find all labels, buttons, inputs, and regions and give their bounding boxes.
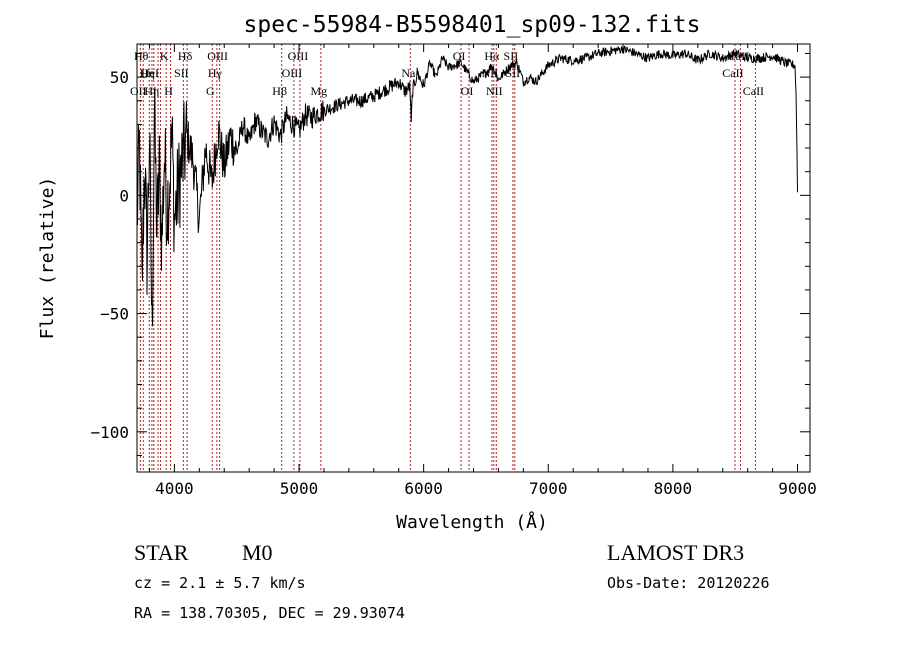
x-tick-label: 7000 <box>529 479 568 498</box>
y-tick-label: 0 <box>119 186 129 205</box>
line-marker-label: SII <box>174 66 189 80</box>
line-marker-label: OI <box>453 49 466 63</box>
line-marker-label: Mg <box>310 84 327 98</box>
line-marker-labels: OIIHθHηHeIHηKHSIIHδGHγOIIIHβOIIIOIIIMgNa… <box>130 49 764 98</box>
x-axis-ticks: 4000 5000 6000 7000 8000 9000 <box>148 44 817 498</box>
object-subclass: M0 <box>242 540 273 565</box>
line-marker-label: OII <box>130 84 147 98</box>
object-class: STAR <box>134 540 189 565</box>
coordinates-text: RA = 138.70305, DEC = 29.93074 <box>134 604 405 622</box>
line-marker-label: Hη <box>144 84 159 98</box>
x-tick-label: 5000 <box>280 479 319 498</box>
line-marker-label: NII <box>486 84 503 98</box>
y-axis-label: Flux (relative) <box>37 177 58 340</box>
line-marker-label: K <box>160 49 169 63</box>
x-tick-label: 9000 <box>778 479 817 498</box>
line-marker-label: G <box>206 84 215 98</box>
line-marker-label: OIII <box>282 66 303 80</box>
line-marker-label: HeI <box>141 66 159 80</box>
x-tick-label: 6000 <box>404 479 443 498</box>
y-axis-ticks: −100 −50 0 50 <box>90 52 810 456</box>
line-marker-label: OI <box>461 84 474 98</box>
line-marker-label: Hη <box>140 66 155 80</box>
x-tick-label: 8000 <box>654 479 693 498</box>
line-marker-label: OIII <box>288 49 309 63</box>
line-marker-label: CaII <box>743 84 764 98</box>
observation-date: Obs-Date: 20120226 <box>607 574 770 592</box>
line-marker-label: SII <box>504 49 519 63</box>
flux-series <box>136 45 798 327</box>
line-marker-label: Hγ <box>208 66 223 80</box>
line-marker-label: H <box>164 84 173 98</box>
y-tick-label: −100 <box>90 423 129 442</box>
plot-frame <box>136 43 811 473</box>
redshift-text: cz = 2.1 ± 5.7 km/s <box>134 574 306 592</box>
x-axis-label: Wavelength (Å) <box>396 511 548 533</box>
line-markers <box>139 44 756 472</box>
y-tick-label: 50 <box>110 68 129 87</box>
line-marker-label: Hα <box>484 49 500 63</box>
chart-title: spec-55984-B5598401_sp09-132.fits <box>244 12 701 38</box>
line-marker-label: Hδ <box>178 49 193 63</box>
x-tick-label: 4000 <box>155 479 194 498</box>
line-marker-label: OIII <box>207 49 228 63</box>
line-marker-label: Hθ <box>134 49 149 63</box>
y-tick-label: −50 <box>100 305 129 324</box>
line-marker-label: Hβ <box>272 84 287 98</box>
line-marker-label: Na <box>401 66 416 80</box>
line-marker-label: CaII <box>722 66 743 80</box>
survey-name: LAMOST DR3 <box>607 540 745 565</box>
